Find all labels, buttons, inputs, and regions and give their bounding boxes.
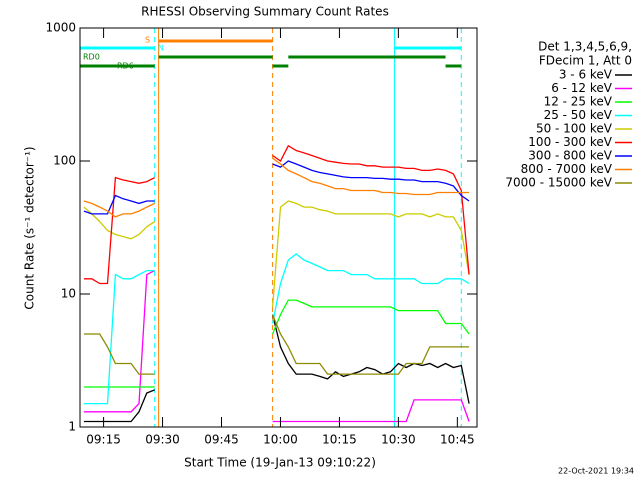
series-line: [83, 160, 470, 215]
y-axis-label: Count Rate (s⁻¹ detector⁻¹): [23, 146, 37, 309]
y-tick-label: 100: [53, 154, 76, 168]
legend-label: 50 - 100 keV: [536, 122, 613, 136]
y-tick-label: 1000: [45, 21, 76, 35]
chart-title: RHESSI Observing Summary Count Rates: [141, 5, 389, 19]
legend-label: 3 - 6 keV: [559, 68, 613, 82]
legend-label: 300 - 800 keV: [528, 149, 612, 163]
x-tick-label: 10:30: [381, 433, 416, 447]
series-line: [83, 144, 470, 285]
plot-frame: [79, 27, 478, 428]
series-line: [83, 314, 470, 423]
x-tick-label: 09:15: [86, 433, 121, 447]
x-axis-label: Start Time (19-Jan-13 09:10:22): [184, 456, 376, 470]
series-line: [83, 314, 470, 375]
timestamp: 22-Oct-2021 19:34: [558, 467, 634, 476]
series-line: [83, 253, 470, 405]
legend-label: 800 - 7000 keV: [521, 162, 613, 176]
legend-label: 6 - 12 keV: [551, 81, 613, 95]
series-line: [83, 299, 470, 388]
x-tick-label: 09:45: [204, 433, 239, 447]
legend-label: 12 - 25 keV: [544, 95, 613, 109]
series-line: [83, 270, 470, 423]
y-tick-label: 10: [61, 287, 76, 301]
y-tick-label: 1: [68, 420, 76, 434]
series-line: [83, 200, 470, 307]
x-tick-label: 10:15: [322, 433, 357, 447]
series-line: [83, 157, 470, 218]
legend-label: 7000 - 15000 keV: [505, 176, 612, 190]
x-tick-label: 10:45: [440, 433, 475, 447]
flag-label: RD0: [83, 53, 100, 62]
x-tick-label: 09:30: [145, 433, 180, 447]
x-tick-label: 10:00: [263, 433, 298, 447]
legend-label: 25 - 50 keV: [544, 108, 613, 122]
flag-label: RD6: [117, 62, 134, 71]
flag-label: S: [145, 36, 150, 45]
legend-header: FDecim 1, Att 0: [539, 54, 632, 68]
legend-label: 100 - 300 keV: [528, 135, 612, 149]
flag-label: N: [158, 44, 164, 53]
legend-header: Det 1,3,4,5,6,9,: [538, 40, 632, 54]
